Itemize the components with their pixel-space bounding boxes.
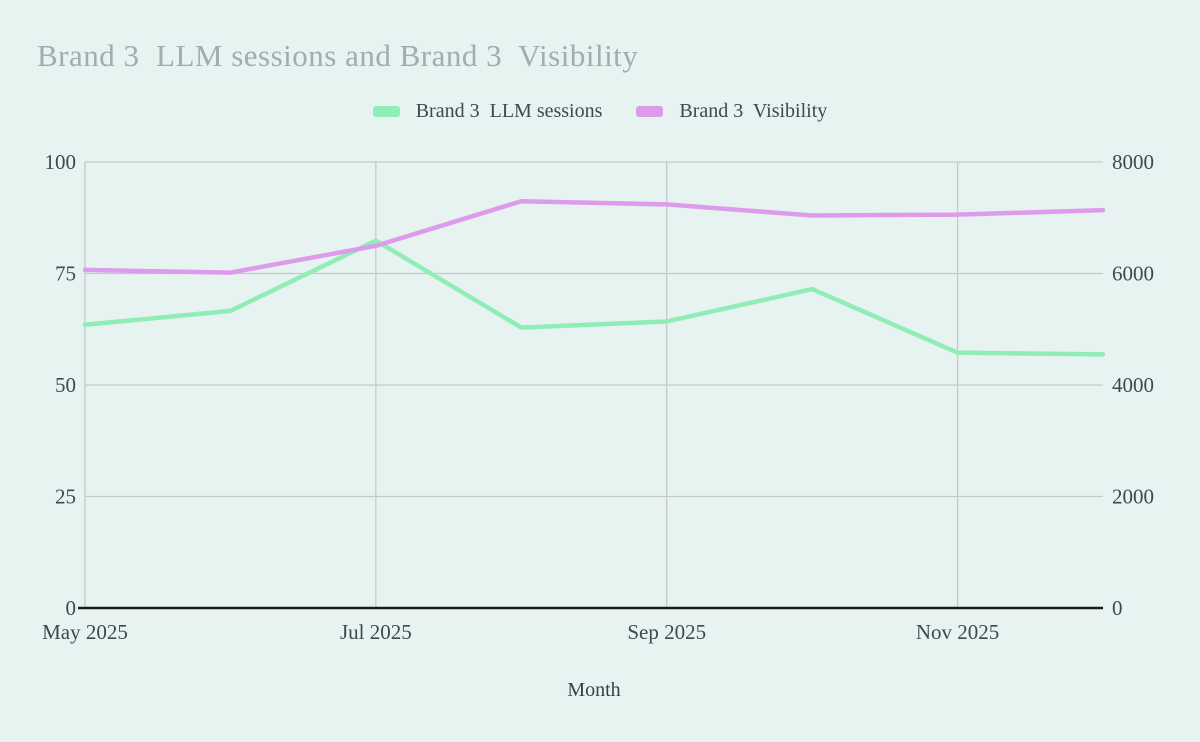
x-axis-tick-label: Jul 2025 bbox=[340, 620, 412, 644]
right-axis-tick-label: 0 bbox=[1112, 596, 1123, 620]
visibility-swatch-icon bbox=[636, 106, 664, 117]
legend-item-visibility[interactable]: Brand 3 Visibility bbox=[636, 100, 827, 123]
left-axis-tick-label: 100 bbox=[45, 150, 77, 174]
chart-title: Brand 3 LLM sessions and Brand 3 Visibil… bbox=[37, 38, 639, 73]
right-axis-tick-label: 4000 bbox=[1112, 373, 1154, 397]
legend: Brand 3 LLM sessions Brand 3 Visibility bbox=[0, 100, 1200, 123]
x-axis-tick-label: Nov 2025 bbox=[916, 620, 999, 644]
legend-item-llm-sessions[interactable]: Brand 3 LLM sessions bbox=[372, 100, 603, 123]
x-axis-title: Month bbox=[567, 679, 621, 701]
x-axis-tick-label: May 2025 bbox=[42, 620, 128, 644]
left-axis-tick-label: 50 bbox=[55, 373, 76, 397]
llm-sessions-swatch-icon bbox=[372, 106, 400, 117]
legend-label: Brand 3 LLM sessions bbox=[415, 100, 603, 122]
legend-label: Brand 3 Visibility bbox=[679, 100, 828, 122]
series-line-llm-sessions[interactable] bbox=[82, 238, 1106, 357]
right-axis-tick-label: 2000 bbox=[1112, 485, 1154, 509]
left-axis-tick-label: 0 bbox=[66, 596, 77, 620]
left-axis-tick-label: 75 bbox=[55, 262, 76, 286]
x-axis-tick-label: Sep 2025 bbox=[627, 620, 706, 644]
series-line-visibility[interactable] bbox=[82, 198, 1106, 275]
right-axis-tick-label: 8000 bbox=[1112, 150, 1154, 174]
left-axis-tick-label: 25 bbox=[55, 485, 76, 509]
right-axis-tick-label: 6000 bbox=[1112, 262, 1154, 286]
